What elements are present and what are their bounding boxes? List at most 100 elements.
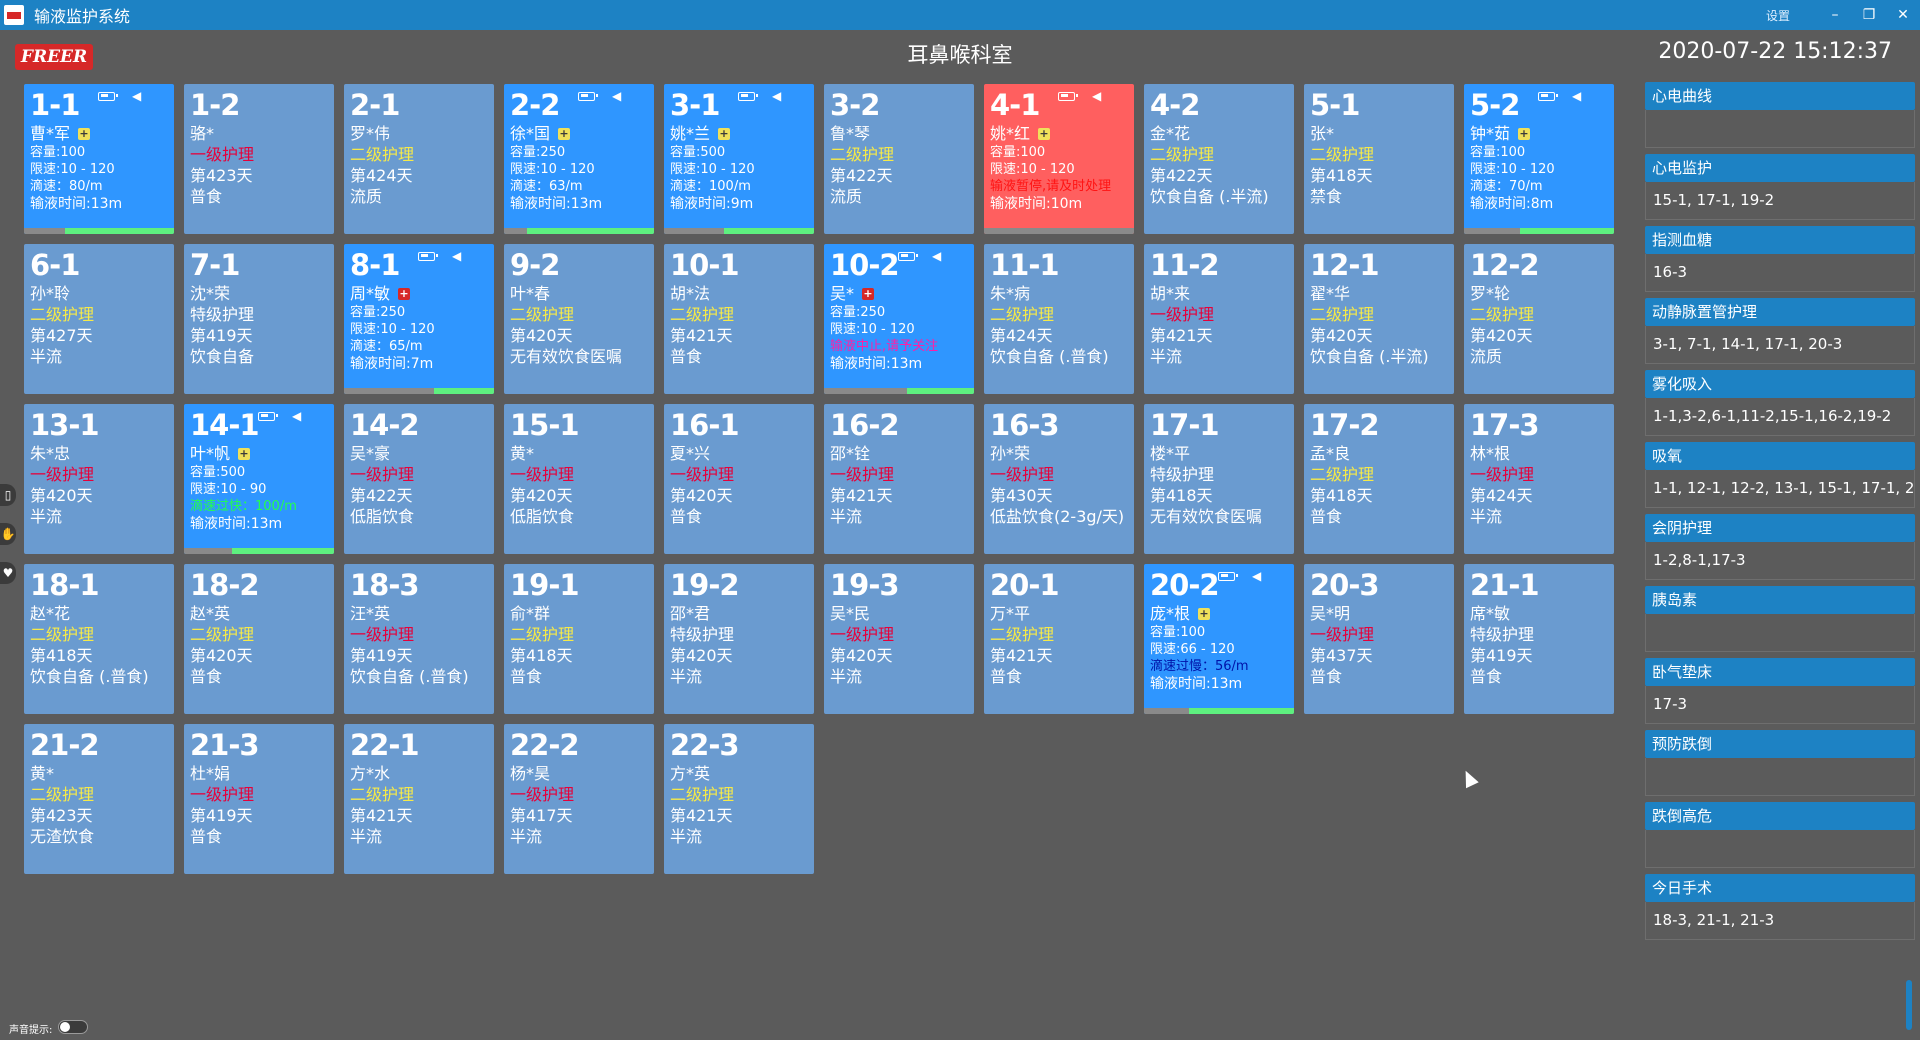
drip-speed: 输液中止,请予关注 bbox=[830, 339, 939, 354]
diet: 流质 bbox=[350, 187, 383, 206]
speaker-icon[interactable]: ◀ bbox=[772, 89, 782, 103]
bed-card[interactable]: 21-3 杜*娟 一级护理 第419天 普食 bbox=[184, 724, 334, 874]
scrollbar[interactable] bbox=[1906, 980, 1912, 1030]
bed-card[interactable]: 16-3 孙*荣 一级护理 第430天 低盐饮食(2-3g/天) bbox=[984, 404, 1134, 554]
bed-card[interactable]: 21-2 黄* 二级护理 第423天 无渣饮食 bbox=[24, 724, 174, 874]
task-group[interactable]: 会阴护理 1-2,8-1,17-3 bbox=[1645, 514, 1915, 580]
settings-button[interactable]: 设置 bbox=[1765, 8, 1790, 23]
bed-card[interactable]: 10-1 胡*法 二级护理 第421天 普食 bbox=[664, 244, 814, 394]
bed-card[interactable]: 8-1 ◀ 周*敏 + 容量:250 限速:10 - 120 滴速：65/m 输液时间:7m bbox=[344, 244, 494, 394]
task-group-beds: 17-3 bbox=[1645, 686, 1915, 724]
bed-card[interactable]: 5-2 ◀ 钟*茹 + 容量:100 限速:10 - 120 滴速：70/m 输液时间:8m bbox=[1464, 84, 1614, 234]
task-group[interactable]: 今日手术 18-3, 21-1, 21-3 bbox=[1645, 874, 1915, 940]
task-group[interactable]: 预防跌倒 bbox=[1645, 730, 1915, 796]
task-group[interactable]: 心电监护 15-1, 17-1, 19-2 bbox=[1645, 154, 1915, 220]
infusion-volume: 容量:500 bbox=[190, 465, 246, 480]
bed-card[interactable]: 5-1 张* 二级护理 第418天 禁食 bbox=[1304, 84, 1454, 234]
close-button[interactable]: ✕ bbox=[1897, 7, 1909, 23]
plus-icon: + bbox=[78, 126, 91, 140]
bed-card[interactable]: 20-3 吴*明 一级护理 第437天 普食 bbox=[1304, 564, 1454, 714]
patient-name: 楼*平 bbox=[1150, 443, 1288, 464]
bed-card[interactable]: 10-2 ◀ 吴* + 容量:250 限速:10 - 120 输液中止,请予关注 输液时间:1… bbox=[824, 244, 974, 394]
diet: 饮食自备 (.普食) bbox=[350, 667, 469, 686]
bed-card[interactable]: 19-1 俞*群 二级护理 第418天 普食 bbox=[504, 564, 654, 714]
bed-card[interactable]: 22-2 杨*昊 一级护理 第417天 半流 bbox=[504, 724, 654, 874]
task-group[interactable]: 指测血糖 16-3 bbox=[1645, 226, 1915, 292]
hospital-day: 第420天 bbox=[510, 326, 573, 345]
bed-card[interactable]: 16-2 邵*铨 一级护理 第421天 半流 bbox=[824, 404, 974, 554]
task-group[interactable]: 动静脉置管护理 3-1, 7-1, 14-1, 17-1, 20-3 bbox=[1645, 298, 1915, 364]
bed-card[interactable]: 17-1 楼*平 特级护理 第418天 无有效饮食医嘱 bbox=[1144, 404, 1294, 554]
patient-name: 孟*良 bbox=[1310, 443, 1448, 464]
bed-card[interactable]: 4-1 ◀ 姚*红 + 容量:100 限速:10 - 120 输液暂停,请及时处理 输液时间:… bbox=[984, 84, 1134, 234]
speaker-icon[interactable]: ◀ bbox=[292, 409, 302, 423]
minimize-button[interactable]: – bbox=[1831, 7, 1839, 23]
bed-card[interactable]: 18-1 赵*花 二级护理 第418天 饮食自备 (.普食) bbox=[24, 564, 174, 714]
bed-card[interactable]: 1-1 ◀ 曹*军 + 容量:100 限速:10 - 120 滴速：80/m 输液时间:13m bbox=[24, 84, 174, 234]
bed-card[interactable]: 13-1 朱*忠 一级护理 第420天 半流 bbox=[24, 404, 174, 554]
heart-rate-icon[interactable]: ♥ bbox=[0, 562, 16, 584]
diet: 无有效饮食医嘱 bbox=[1150, 507, 1263, 526]
bed-card[interactable]: 19-3 吴*民 一级护理 第420天 半流 bbox=[824, 564, 974, 714]
bed-card[interactable]: 11-2 胡*来 一级护理 第421天 半流 bbox=[1144, 244, 1294, 394]
bed-card[interactable]: 3-2 鲁*琴 二级护理 第422天 流质 bbox=[824, 84, 974, 234]
bed-card[interactable]: 7-1 沈*荣 特级护理 第419天 饮食自备 bbox=[184, 244, 334, 394]
bed-card[interactable]: 18-3 汪*英 一级护理 第419天 饮食自备 (.普食) bbox=[344, 564, 494, 714]
speaker-icon[interactable]: ◀ bbox=[1252, 569, 1262, 583]
bed-number: 10-1 bbox=[670, 248, 740, 282]
bed-card[interactable]: 18-2 赵*英 二级护理 第420天 普食 bbox=[184, 564, 334, 714]
bed-card[interactable]: 14-2 吴*豪 一级护理 第422天 低脂饮食 bbox=[344, 404, 494, 554]
speaker-icon[interactable]: ◀ bbox=[452, 249, 462, 263]
bed-card[interactable]: 20-1 万*平 二级护理 第421天 普食 bbox=[984, 564, 1134, 714]
restore-button[interactable]: ❐ bbox=[1862, 7, 1876, 23]
speaker-icon[interactable]: ◀ bbox=[932, 249, 942, 263]
bed-card[interactable]: 17-3 林*根 一级护理 第424天 半流 bbox=[1464, 404, 1614, 554]
bed-card[interactable]: 16-1 夏*兴 一级护理 第420天 普食 bbox=[664, 404, 814, 554]
patient-name: 吴*明 bbox=[1310, 603, 1448, 624]
patient-name-text: 方*水 bbox=[350, 764, 391, 783]
hospital-day: 第424天 bbox=[1470, 486, 1533, 505]
bed-card[interactable]: 21-1 席*敏 特级护理 第419天 普食 bbox=[1464, 564, 1614, 714]
infusion-progress-fill bbox=[232, 548, 334, 554]
bed-card[interactable]: 6-1 孙*聆 二级护理 第427天 半流 bbox=[24, 244, 174, 394]
bed-card[interactable]: 9-2 叶*春 二级护理 第420天 无有效饮食医嘱 bbox=[504, 244, 654, 394]
task-group[interactable]: 雾化吸入 1-1,3-2,6-1,11-2,15-1,16-2,19-2 bbox=[1645, 370, 1915, 436]
bed-card[interactable]: 2-1 罗*伟 二级护理 第424天 流质 bbox=[344, 84, 494, 234]
patient-name-text: 杜*娟 bbox=[190, 764, 231, 783]
speaker-icon[interactable]: ◀ bbox=[1572, 89, 1582, 103]
task-group[interactable]: 胰岛素 bbox=[1645, 586, 1915, 652]
bed-card[interactable]: 12-1 翟*华 二级护理 第420天 饮食自备 (.半流) bbox=[1304, 244, 1454, 394]
speaker-icon[interactable]: ◀ bbox=[1092, 89, 1102, 103]
bed-card[interactable]: 2-2 ◀ 徐*国 + 容量:250 限速:10 - 120 滴速：63/m 输液时间:13m bbox=[504, 84, 654, 234]
bed-card[interactable]: 12-2 罗*轮 二级护理 第420天 流质 bbox=[1464, 244, 1614, 394]
bed-card[interactable]: 22-3 方*英 二级护理 第421天 半流 bbox=[664, 724, 814, 874]
bed-card[interactable]: 20-2 ◀ 庞*根 + 容量:100 限速:66 - 120 滴速过慢：56/m 输液时间:… bbox=[1144, 564, 1294, 714]
bed-card[interactable]: 3-1 ◀ 姚*兰 + 容量:500 限速:10 - 120 滴速：100/m 输液时间:9m bbox=[664, 84, 814, 234]
infusion-progress-bar bbox=[1144, 708, 1294, 714]
infusion-pump-icon[interactable]: ▯ bbox=[0, 484, 16, 506]
bed-card[interactable]: 11-1 朱*病 二级护理 第424天 饮食自备 (.普食) bbox=[984, 244, 1134, 394]
hospital-day: 第423天 bbox=[30, 806, 93, 825]
sound-toggle[interactable] bbox=[58, 1020, 88, 1034]
bed-card[interactable]: 15-1 黄* 一级护理 第420天 低脂饮食 bbox=[504, 404, 654, 554]
bed-card[interactable]: 4-2 金*花 二级护理 第422天 饮食自备 (.半流) bbox=[1144, 84, 1294, 234]
patient-name-text: 邵*君 bbox=[670, 604, 711, 623]
patient-name-text: 鲁*琴 bbox=[830, 124, 871, 143]
patient-name-text: 罗*伟 bbox=[350, 124, 391, 143]
patient-name-text: 翟*华 bbox=[1310, 284, 1351, 303]
task-group[interactable]: 跌倒高危 bbox=[1645, 802, 1915, 868]
infusion-progress-bar bbox=[664, 228, 814, 234]
bed-card[interactable]: 22-1 方*水 二级护理 第421天 半流 bbox=[344, 724, 494, 874]
bed-card[interactable]: 1-2 骆* 一级护理 第423天 普食 bbox=[184, 84, 334, 234]
speaker-icon[interactable]: ◀ bbox=[612, 89, 622, 103]
hospital-day: 第421天 bbox=[990, 646, 1053, 665]
task-group[interactable]: 吸氧 1-1, 12-1, 12-2, 13-1, 15-1, 17-1, 22-… bbox=[1645, 442, 1915, 508]
bed-card[interactable]: 17-2 孟*良 二级护理 第418天 普食 bbox=[1304, 404, 1454, 554]
task-group[interactable]: 卧气垫床 17-3 bbox=[1645, 658, 1915, 724]
speaker-icon[interactable]: ◀ bbox=[132, 89, 142, 103]
infusion-progress-fill bbox=[434, 388, 494, 394]
hand-icon[interactable]: ✋ bbox=[0, 523, 16, 545]
bed-card[interactable]: 19-2 邵*君 特级护理 第420天 半流 bbox=[664, 564, 814, 714]
bed-card[interactable]: 14-1 ◀ 叶*帆 + 容量:500 限速:10 - 90 滴速过快：100/m 输液时间:… bbox=[184, 404, 334, 554]
task-group[interactable]: 心电曲线 bbox=[1645, 82, 1915, 148]
